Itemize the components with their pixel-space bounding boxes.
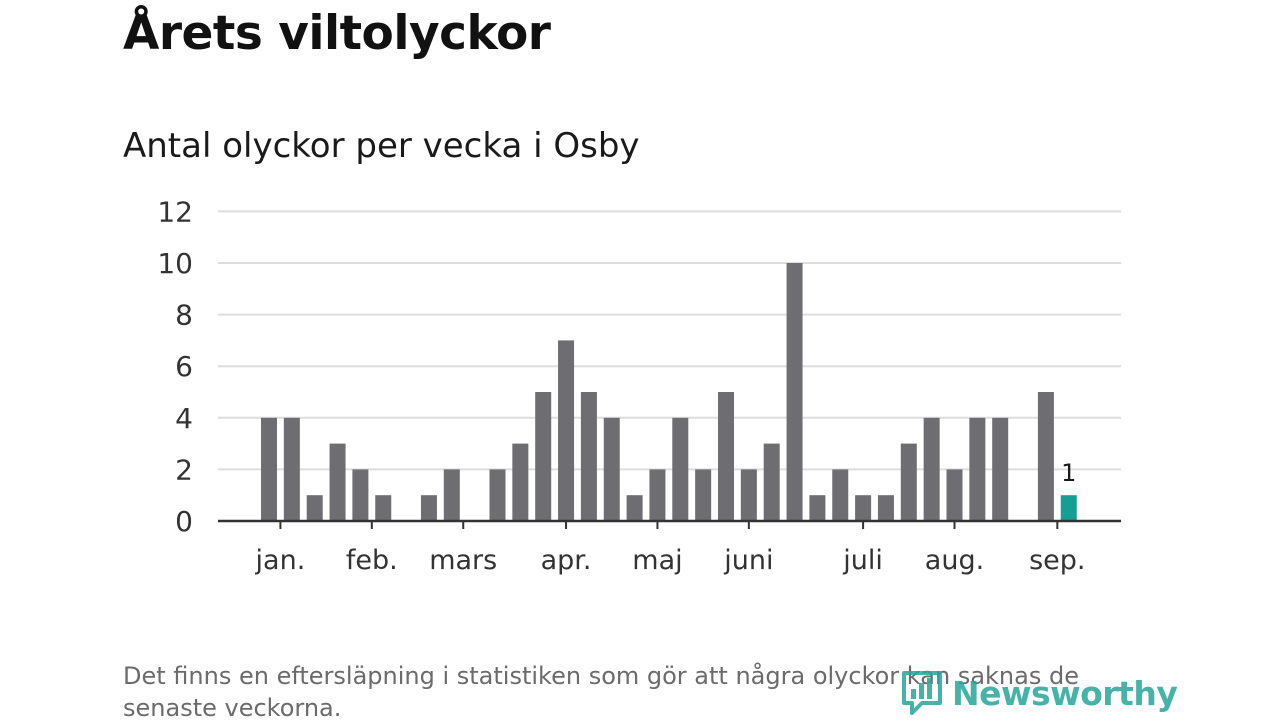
bar — [718, 392, 734, 521]
bar — [512, 443, 529, 521]
bar — [283, 417, 300, 521]
x-tick-label: aug. — [925, 545, 984, 576]
y-tick-label: 4 — [175, 402, 193, 435]
bar — [946, 469, 963, 521]
bar — [489, 469, 506, 521]
x-tick-label: juli — [842, 545, 883, 576]
bar — [786, 263, 803, 521]
bar — [580, 392, 597, 521]
bar — [535, 392, 552, 521]
bar — [261, 417, 277, 521]
y-tick-label: 8 — [175, 299, 193, 332]
bar — [443, 469, 460, 521]
bar — [855, 495, 872, 521]
bar — [329, 443, 346, 521]
bar — [603, 417, 620, 521]
bar — [809, 495, 826, 521]
x-tick-label: maj — [632, 545, 682, 576]
y-tick-label: 2 — [175, 453, 193, 486]
x-tick-label: apr. — [541, 545, 592, 576]
chart-subtitle: Antal olyckor per vecka i Osby — [123, 126, 640, 166]
bar — [740, 469, 757, 521]
bar-chart-speech-bubble-icon — [902, 671, 942, 715]
bar — [900, 443, 917, 521]
bar — [923, 417, 940, 521]
bar — [649, 469, 666, 521]
newsworthy-logo: Newsworthy — [900, 668, 1178, 718]
bar — [672, 417, 689, 521]
bar — [763, 443, 780, 521]
y-tick-label: 6 — [175, 350, 193, 383]
bar — [877, 495, 894, 521]
x-tick-label: juni — [723, 545, 773, 576]
x-tick-label: mars — [429, 545, 497, 576]
bar — [626, 495, 643, 521]
bar — [375, 495, 392, 521]
y-tick-label: 0 — [175, 505, 193, 538]
bar — [306, 495, 323, 521]
bar-chart: 0 2 4 6 8 10 12 1 jan. feb. mars apr. maj juni juli aug… — [157, 195, 1121, 576]
x-tick-label: feb. — [346, 545, 398, 576]
bar — [832, 469, 849, 521]
x-tick-label: sep. — [1029, 545, 1085, 576]
logo-text: Newsworthy — [952, 673, 1178, 713]
y-tick-label: 12 — [157, 195, 193, 228]
x-tick-label: jan. — [255, 545, 306, 576]
chart-title: Årets viltolyckor — [123, 6, 551, 61]
bar — [969, 417, 986, 521]
bar — [1060, 495, 1077, 521]
data-label: 1 — [1061, 459, 1076, 487]
bar — [695, 469, 712, 521]
bar — [558, 340, 575, 521]
bar — [1037, 392, 1054, 521]
bar — [420, 495, 437, 521]
bar — [352, 469, 369, 521]
bar — [992, 417, 1009, 521]
y-tick-label: 10 — [157, 247, 193, 280]
